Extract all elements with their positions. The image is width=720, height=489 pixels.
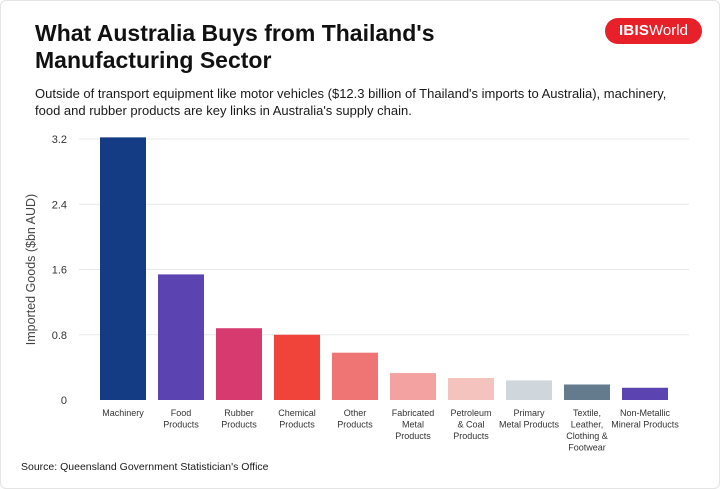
bar: [158, 274, 204, 400]
bar: [390, 373, 436, 400]
bar: [274, 334, 320, 400]
x-tick-label-line: Primary: [514, 408, 545, 418]
x-tick-label: Petroleum & Coal Products: [450, 408, 491, 441]
x-tick-label: Textile, Leather, Clothing & Footwear: [566, 408, 608, 453]
x-tick-label-line: Machinery: [102, 408, 144, 418]
x-tick-label-line: Metal: [402, 420, 424, 430]
y-tick-label: 3.2: [52, 134, 67, 146]
x-tick-label-line: & Coal: [457, 420, 484, 430]
x-tick-label: Primary Metal Products: [499, 408, 560, 430]
chart-subtitle: Outside of transport equipment like moto…: [35, 86, 667, 118]
x-tick-label-line: Food: [171, 408, 192, 418]
bar: [448, 377, 494, 400]
source-note: Source: Queensland Government Statistici…: [21, 461, 269, 473]
y-tick-label: 0.8: [52, 330, 67, 342]
bar: [564, 384, 610, 400]
x-tick-label-line: Leather,: [571, 420, 604, 430]
y-tick-label: 1.6: [52, 265, 67, 277]
x-tick-label-line: Metal Products: [499, 420, 560, 430]
x-tick-label-line: Products: [163, 420, 199, 430]
ibisworld-logo: IBISWorld: [605, 18, 702, 44]
x-tick-label: Rubber Products: [221, 408, 257, 430]
x-tick-label: Chemical Products: [278, 408, 316, 430]
bar: [622, 387, 668, 400]
y-tick-label: 2.4: [52, 199, 67, 211]
x-tick-label: Machinery: [102, 408, 144, 418]
x-tick-label-line: Other: [344, 408, 367, 418]
bar: [506, 380, 552, 400]
x-tick-label-line: Footwear: [568, 443, 606, 453]
x-tick-label: Fabricated Metal Products: [392, 408, 435, 441]
x-tick-label-line: Mineral Products: [611, 420, 679, 430]
bar: [216, 328, 262, 400]
logo-text-regular: World: [649, 22, 688, 39]
x-tick-label-line: Products: [221, 420, 257, 430]
x-tick-label-line: Products: [337, 420, 373, 430]
x-tick-label-line: Rubber: [224, 408, 254, 418]
x-tick-label: Other Products: [337, 408, 373, 430]
x-tick-label-line: Products: [279, 420, 315, 430]
bar: [100, 137, 146, 400]
x-tick-label-line: Products: [395, 431, 431, 441]
x-tick-label: Food Products: [163, 408, 199, 430]
y-tick-label: 0: [61, 395, 67, 407]
y-axis-label: Imported Goods ($bn AUD): [24, 194, 38, 345]
x-tick-label-line: Products: [453, 431, 489, 441]
logo-text-bold: IBIS: [619, 22, 650, 39]
x-tick-label-line: Petroleum: [450, 408, 491, 418]
x-tick-label-line: Fabricated: [392, 408, 435, 418]
x-tick-label: Non-Metallic Mineral Products: [611, 408, 679, 430]
x-tick-label-line: Clothing &: [566, 431, 608, 441]
x-tick-label-line: Chemical: [278, 408, 316, 418]
x-tick-label-line: Textile,: [573, 408, 601, 418]
chart-title: What Australia Buys from Thailand's Manu…: [35, 20, 435, 73]
x-tick-label-line: Non-Metallic: [620, 408, 671, 418]
bar: [332, 352, 378, 400]
